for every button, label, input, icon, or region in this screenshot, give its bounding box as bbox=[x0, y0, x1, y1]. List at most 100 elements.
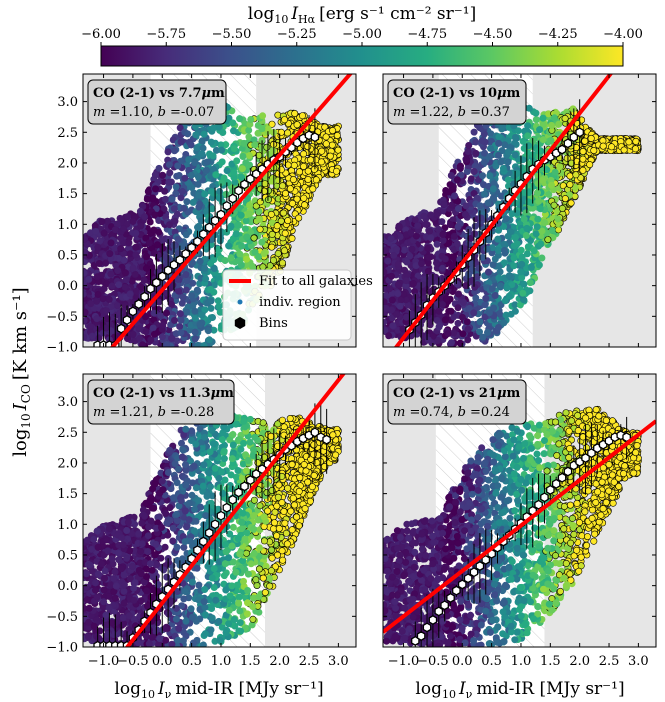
region-point bbox=[132, 243, 140, 251]
region-point bbox=[447, 172, 455, 180]
legend-box bbox=[222, 269, 352, 341]
region-point bbox=[205, 336, 213, 344]
region-point bbox=[260, 250, 268, 258]
region-point bbox=[196, 200, 204, 208]
region-point bbox=[83, 248, 89, 256]
region-point bbox=[541, 219, 549, 227]
region-point bbox=[128, 277, 136, 285]
region-point bbox=[219, 129, 227, 137]
region-point bbox=[168, 195, 176, 203]
region-point bbox=[85, 275, 93, 283]
region-point bbox=[171, 316, 179, 324]
bin-hexagon bbox=[199, 229, 208, 240]
region-point bbox=[106, 250, 114, 258]
region-point bbox=[174, 235, 182, 243]
region-point bbox=[163, 341, 171, 347]
y-tick-label: 0.5 bbox=[57, 248, 78, 263]
region-point bbox=[277, 217, 285, 225]
bin-hexagon bbox=[210, 215, 220, 226]
region-point bbox=[436, 321, 444, 329]
region-point bbox=[254, 129, 262, 137]
region-point bbox=[304, 176, 312, 184]
region-point bbox=[478, 137, 486, 145]
y-tick-label: 2.0 bbox=[57, 156, 78, 171]
colorbar: log10 IHα [erg s⁻¹ cm⁻² sr⁻¹] −6.00 −5.75 −5… bbox=[81, 4, 643, 67]
region-point bbox=[216, 188, 224, 196]
region-point bbox=[216, 308, 224, 316]
region-point bbox=[261, 180, 269, 188]
region-point bbox=[304, 143, 312, 151]
region-point bbox=[225, 242, 233, 250]
region-point bbox=[171, 147, 179, 155]
region-point bbox=[188, 292, 196, 300]
region-point bbox=[177, 194, 185, 202]
region-point bbox=[556, 163, 564, 171]
region-point bbox=[143, 195, 151, 203]
region-point bbox=[412, 292, 420, 300]
region-point bbox=[203, 158, 211, 166]
region-point bbox=[117, 234, 125, 242]
region-point bbox=[102, 307, 110, 315]
region-point bbox=[195, 191, 203, 199]
region-point bbox=[126, 250, 134, 258]
region-point bbox=[567, 199, 575, 207]
region-point bbox=[218, 158, 226, 166]
bin-hexagon bbox=[234, 185, 243, 196]
colorbar-tick-label: −4.25 bbox=[538, 27, 578, 42]
region-point bbox=[166, 221, 174, 229]
region-point bbox=[180, 204, 188, 212]
bin-hexagon bbox=[122, 315, 132, 325]
region-point bbox=[165, 235, 173, 243]
region-point bbox=[245, 210, 253, 218]
region-point bbox=[193, 286, 201, 294]
region-point bbox=[268, 243, 276, 251]
colorbar-tick-label: −5.25 bbox=[277, 27, 317, 42]
region-point bbox=[93, 273, 101, 281]
region-point bbox=[194, 180, 202, 188]
region-point bbox=[139, 341, 146, 347]
bin-hexagon bbox=[157, 271, 167, 282]
region-point bbox=[450, 192, 458, 200]
region-point bbox=[177, 329, 185, 337]
region-point bbox=[454, 223, 462, 231]
region-point bbox=[538, 254, 546, 262]
region-point bbox=[230, 127, 238, 135]
region-point bbox=[141, 213, 149, 221]
region-point bbox=[150, 226, 158, 234]
bin-hexagon bbox=[193, 236, 202, 247]
region-point bbox=[122, 276, 130, 284]
axes-frame bbox=[82, 73, 357, 348]
region-point bbox=[159, 244, 167, 252]
region-point bbox=[406, 252, 414, 260]
region-point bbox=[291, 110, 299, 118]
region-point bbox=[462, 202, 470, 210]
bin-hexagon bbox=[181, 248, 191, 259]
region-point bbox=[539, 136, 547, 144]
region-point bbox=[497, 158, 505, 166]
region-point bbox=[196, 257, 204, 265]
region-point bbox=[332, 167, 340, 175]
region-point bbox=[191, 335, 199, 343]
region-point bbox=[309, 185, 317, 193]
bin-hexagon bbox=[175, 254, 185, 265]
region-point bbox=[441, 316, 449, 324]
region-point bbox=[516, 301, 524, 309]
region-point bbox=[482, 294, 490, 302]
region-point bbox=[278, 259, 286, 267]
region-point bbox=[204, 327, 212, 335]
region-point bbox=[129, 330, 137, 338]
region-point bbox=[251, 248, 259, 256]
bin-hexagon bbox=[216, 209, 226, 220]
region-point bbox=[281, 229, 289, 237]
bin-hexagon bbox=[146, 283, 155, 294]
region-point bbox=[259, 112, 267, 120]
region-point bbox=[146, 218, 154, 226]
region-point bbox=[295, 214, 303, 222]
region-point bbox=[142, 234, 150, 242]
region-point bbox=[545, 190, 553, 198]
region-point bbox=[472, 138, 480, 146]
region-point bbox=[477, 214, 485, 222]
region-point bbox=[124, 213, 132, 221]
region-point bbox=[222, 190, 230, 198]
region-point bbox=[153, 241, 161, 249]
